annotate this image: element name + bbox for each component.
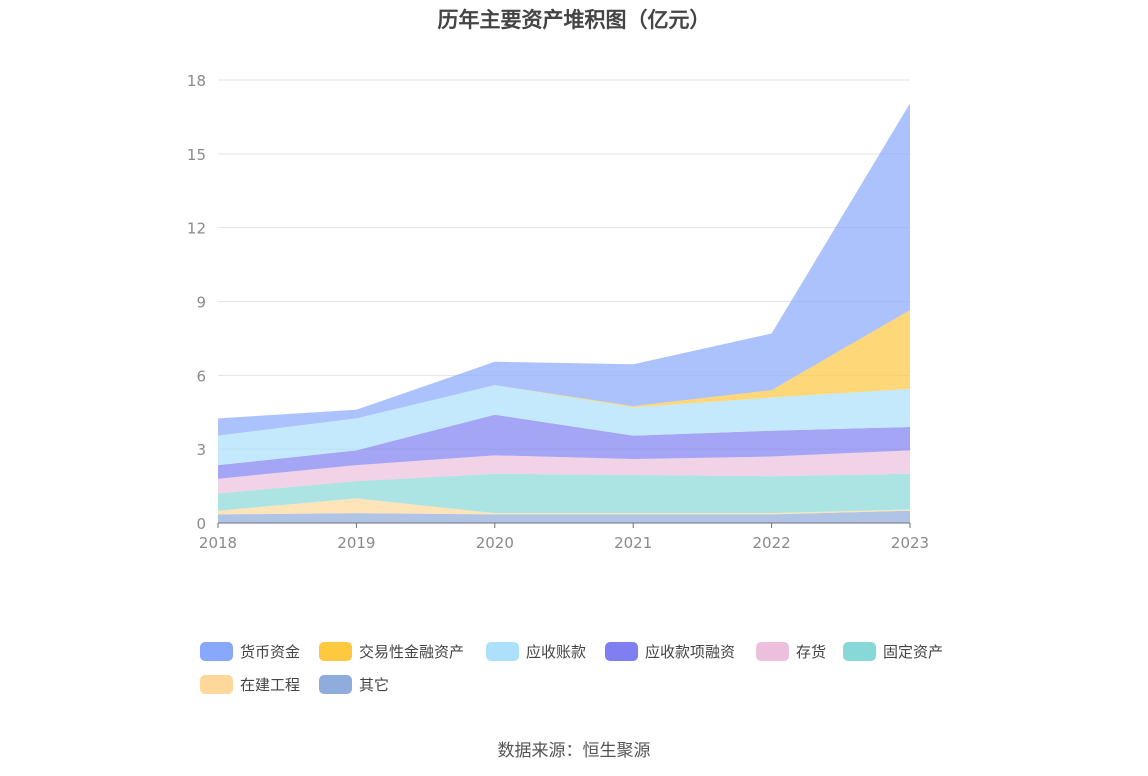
- x-tick-label: 2019: [337, 534, 375, 552]
- legend-label: 应收款项融资: [645, 642, 736, 661]
- area-series-band: [218, 473, 910, 514]
- area-series-band: [218, 385, 910, 466]
- y-tick-label: 3: [196, 441, 206, 459]
- legend-item-trading-financial-assets[interactable]: 交易性金融资产: [319, 638, 464, 664]
- legend-item-receivables-financing[interactable]: 应收款项融资: [605, 638, 735, 664]
- area-series-band: [218, 510, 910, 523]
- stacked-area-chart: 0 3 6 9 12 15 18 2018 2019 2020 2021 2022 2023: [187, 72, 929, 552]
- legend-swatch: [319, 674, 352, 694]
- legend-swatch: [319, 641, 352, 661]
- area-series-band: [218, 450, 910, 494]
- x-tick-label: 2021: [614, 534, 652, 552]
- legend-swatch: [756, 641, 789, 661]
- x-tick-label: 2018: [199, 534, 237, 552]
- y-tick-label: 18: [187, 72, 206, 90]
- data-source-note: 数据来源：恒生聚源: [497, 741, 651, 761]
- y-tick-label: 0: [196, 515, 206, 533]
- legend-label: 应收账款: [526, 642, 587, 661]
- x-tick-label: 2022: [753, 534, 791, 552]
- x-tick-label: 2020: [476, 534, 514, 552]
- axes: 0 3 6 9 12 15 18 2018 2019 2020 2021 2022 2023: [187, 72, 929, 552]
- legend-item-cash[interactable]: 货币资金: [200, 638, 300, 664]
- area-series-band: [218, 414, 910, 479]
- legend-swatch: [200, 641, 233, 661]
- x-tick-label: 2023: [891, 534, 929, 552]
- legend-label: 在建工程: [240, 675, 301, 694]
- legend-label: 存货: [796, 642, 827, 661]
- area-series: [218, 103, 910, 523]
- area-series-band: [218, 103, 910, 436]
- y-tick-label: 12: [187, 220, 206, 238]
- legend-item-other[interactable]: 其它: [319, 671, 389, 697]
- y-tick-label: 15: [187, 146, 206, 164]
- y-tick-label: 9: [196, 294, 206, 312]
- legend-label: 货币资金: [240, 642, 301, 661]
- legend-label: 其它: [359, 675, 390, 694]
- chart-title: 历年主要资产堆积图（亿元）: [437, 8, 711, 32]
- legend-swatch: [843, 641, 876, 661]
- legend-item-accounts-receivable[interactable]: 应收账款: [486, 638, 586, 664]
- legend-swatch: [200, 674, 233, 694]
- legend-label: 固定资产: [883, 642, 944, 661]
- y-tick-label: 6: [196, 367, 206, 385]
- legend-swatch: [486, 641, 519, 661]
- legend-item-construction-in-progress[interactable]: 在建工程: [200, 671, 300, 697]
- area-series-band: [218, 498, 910, 515]
- legend-item-fixed-assets[interactable]: 固定资产: [843, 638, 943, 664]
- legend-swatch: [605, 641, 638, 661]
- legend-label: 交易性金融资产: [359, 642, 465, 661]
- legend-item-inventory[interactable]: 存货: [756, 638, 826, 664]
